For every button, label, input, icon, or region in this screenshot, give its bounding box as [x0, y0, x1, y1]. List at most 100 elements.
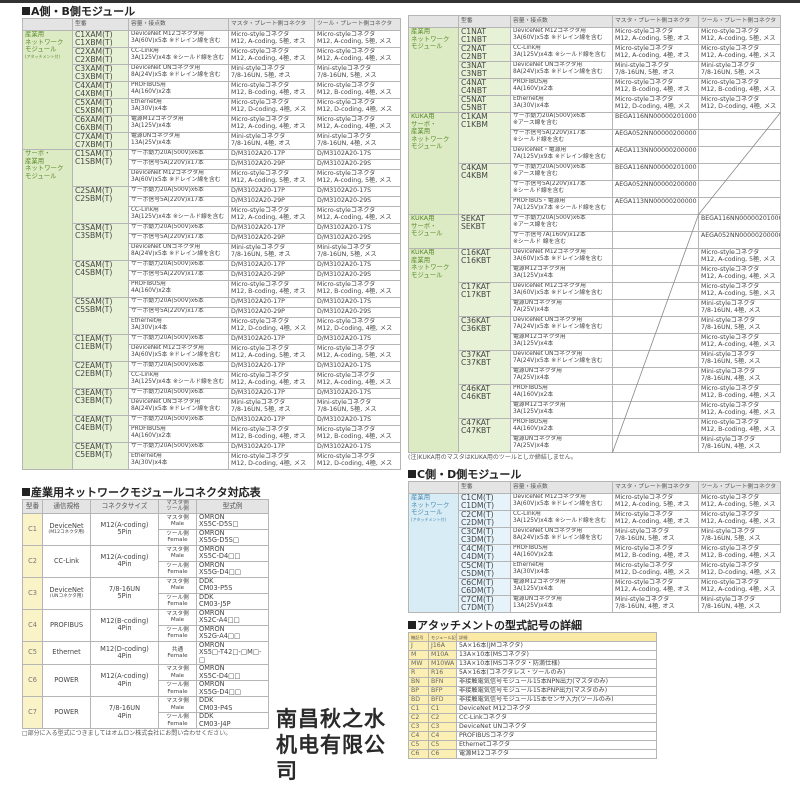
capacity-cell: PROFIBUS用 4A(160V)x2本: [128, 81, 229, 99]
table-header-row: 型番 容量・接点数 マスタ・プレート側コネクタ ツール・プレート側コネクタ: [408, 15, 781, 28]
master-connector-cell: [612, 299, 699, 317]
tool-connector-cell: Mini-styleコネクタ 7/8-16UN, 5極, メス: [314, 64, 401, 82]
tool-connector-cell: Micro-styleコネクタ M12, B-coding, 4極, メス: [314, 280, 401, 298]
tool-connector-cell: Mini-styleコネクタ 7/8-16UN, 4極, メス: [314, 132, 401, 150]
table-row: C3NAT C3NBT DeviceNet UNコネクタ用 8A(24V)x5本 …: [409, 61, 781, 79]
standard-cell: POWER: [42, 696, 91, 730]
connector-table: 型番 通信規格 コネクタサイズ マスタ側 ツール側 型式例 C1 DeviceNe…: [22, 499, 269, 730]
type-cell: C4: [22, 608, 43, 642]
standard-note: (M12コネクタ用): [48, 530, 85, 536]
capacity-cell: 電源UNコネクタ用 13A(25V)x4本: [128, 132, 229, 150]
capacity-cell: サーボ信号5A(220V)x17本 ※シールド線を含む: [510, 180, 613, 198]
tool-connector-cell: Mini-styleコネクタ 7/8-16UN, 5極, メス: [314, 243, 401, 261]
side-cell: ツール側 Female: [158, 592, 197, 610]
tool-connector-cell: D/M3102A20-17S: [314, 334, 401, 345]
code-cell: C4: [408, 731, 429, 741]
tool-connector-cell: Mini-styleコネクタ 7/8-16UN, 4極, メス: [698, 299, 781, 317]
module-code-cell: C3: [428, 722, 457, 732]
tool-connector-cell: Mini-styleコネクタ 7/8-16UN, 4極, メス: [698, 595, 781, 613]
capacity-cell: Ethernet用 3A(30V)x4本: [128, 98, 229, 116]
model-cell: C5SAM(T) C5SBM(T): [72, 297, 129, 335]
model-cell: C16KAT C16KBT: [458, 248, 511, 283]
side-cell: マスタ側 Male: [158, 696, 197, 714]
capacity-cell: PROFIBUS・電源用 7A(125V)x7本 ※シールド線を含む: [510, 197, 613, 215]
module-code-cell: BFN: [428, 677, 457, 687]
model-cell: C5XAM(T) C5XBM(T): [72, 98, 129, 116]
tool-connector-cell: D/M3102A20-17S: [314, 260, 401, 271]
capacity-cell: 電源M12コネクタ用 3A(125V)x4本: [510, 265, 613, 283]
master-connector-cell: Micro-styleコネクタ M12, D-coding, 4極, メス: [228, 317, 315, 335]
model-cell: C7XAM(T) C7XBM(T): [72, 132, 129, 150]
master-connector-cell: Micro-styleコネクタ M12, A-coding, 4極, オス: [228, 371, 315, 389]
header-category: [408, 481, 459, 494]
tool-connector-cell: Micro-styleコネクタ M12, D-coding, 4極, メス: [314, 317, 401, 335]
capacity-cell: 電源M12コネクタ用 3A(125V)x4本: [510, 578, 613, 596]
capacity-cell: PROFIBUS用 4A(160V)x2本: [510, 78, 613, 96]
model-cell: C4CM(T) C4DM(T): [458, 544, 511, 562]
table-row: C6 POWER M12(A-coding) 4Pin マスタ側 Male OMRON …: [22, 664, 269, 698]
model-cell: C2NAT C2NBT: [458, 44, 511, 62]
table-row: C4XAM(T) C4XBM(T) PROFIBUS用 4A(160V)x2本 Mi…: [23, 81, 401, 99]
example-cell: OMRON XS5G-D4□□: [196, 560, 269, 578]
table-row: C4 PROFIBUS M12(B-coding) 4Pin マスタ側 Male OMR…: [22, 608, 269, 642]
capacity-cell: サーボ信号5A(220V)x17本: [128, 270, 229, 281]
tool-connector-cell: Micro-styleコネクタ M12, A-coding, 4極, メス: [314, 115, 401, 133]
type-cell: C1: [22, 512, 43, 546]
model-cell: C3SAM(T) C3SBM(T): [72, 223, 129, 261]
ab-section-title: A側・B側モジュール: [22, 5, 400, 18]
capacity-cell: サーボ動力20A(500V)x6本: [128, 415, 229, 426]
category-label: 産業用 ネットワーク モジュール: [411, 493, 450, 516]
tool-connector-cell: Micro-styleコネクタ M12, B-coding, 4極, メス: [314, 425, 401, 443]
master-connector-cell: D/M3102A20-17P: [228, 388, 315, 399]
tool-connector-cell: Micro-styleコネクタ M12, B-coding, 4極, メス: [698, 544, 781, 562]
capacity-cell: Ethernet用 3A(30V)x4本: [510, 561, 613, 579]
connector-size-cell: 7/8-16UN 4Pin: [90, 696, 159, 730]
capacity-cell: サーボ動力20A(500V)x6本 ※アース線を含む: [510, 112, 613, 130]
model-cell: C37KAT C37KBT: [458, 350, 511, 385]
table-row: 産業用 ネットワーク モジュール (アタッチメント付) C1CM(T) C1DM(T…: [408, 493, 781, 613]
table-row: C5NAT C5NBT Ethernet用 3A(30V)x4本 Micro-sty…: [409, 95, 781, 113]
side-cell: マスタ側 Male: [158, 608, 197, 626]
table-row: C7XAM(T) C7XBM(T) 電源UNコネクタ用 13A(25V)x4本 Mi…: [23, 132, 401, 150]
table-row: C37KAT C37KBT DeviceNet UNコネクタ用 7A(24V)x5…: [409, 350, 781, 385]
capacity-cell: サーボ動力20A(500V)x6本 ※アース線を含む: [510, 214, 613, 232]
code-cell: BP: [408, 686, 429, 696]
top-rule: [0, 0, 800, 3]
code-cell: C5: [408, 740, 429, 750]
standard-label: Ethernet: [52, 648, 81, 657]
tool-connector-cell: [698, 146, 781, 164]
capacity-cell: 電源UNコネクタ用 7A(25V)x4本: [510, 367, 613, 385]
capacity-cell: サーボ動力20A(500V)x6本: [128, 334, 229, 345]
model-cell: C3CM(T) C3DM(T): [458, 527, 511, 545]
master-connector-cell: Micro-styleコネクタ M12, D-coding, 4極, メス: [228, 452, 315, 470]
master-connector-cell: D/M3102A20-29P: [228, 159, 315, 170]
header-capacity: 容量・接点数: [510, 481, 613, 494]
tool-connector-cell: Micro-styleコネクタ M12, A-coding, 4極, メス: [314, 371, 401, 389]
table-row: C1EAM(T) C1EBM(T) サーボ動力20A(500V)x6本 D/M310…: [23, 334, 401, 362]
master-connector-cell: AEGA113NN00000200000: [612, 197, 699, 215]
capacity-cell: DeviceNet UNコネクタ用 8A(24V)x5本 ※ドレイン線を含む: [128, 64, 229, 82]
category-label: KUKA用 サーボ・ モジュール: [411, 214, 443, 237]
table-row: Ethernet用 3A(30V)x4本 Micro-styleコネクタ M12,…: [23, 452, 401, 470]
example-cell: OMRON XS2C-A4□□: [196, 608, 269, 626]
tool-connector-cell: [698, 163, 781, 181]
standard-cell: POWER: [42, 664, 91, 698]
category-sub: (アタッチメント付): [25, 53, 61, 59]
model-cell: C17KAT C17KBT: [458, 282, 511, 317]
tool-connector-cell: D/M3102A20-17S: [314, 442, 401, 453]
capacity-cell: 電源UNコネクタ用 7A(25V)x4本: [510, 299, 613, 317]
table-header-row: 型番 容量・接点数 マスタ・プレート側コネクタ ツール・プレート側コネクタ: [22, 18, 401, 31]
tool-connector-cell: Mini-styleコネクタ 7/8-16UN, 5極, メス: [698, 527, 781, 545]
table-row: J J16A 5A×16本(JMコネクタ): [408, 641, 657, 651]
table-row: MW M10WA 13A×10本(MSコネクタ・防滴仕様): [408, 659, 657, 669]
master-connector-cell: BEGA116NN00000201000: [612, 163, 699, 181]
table-row: C6 C6 電源M12コネクタ: [408, 749, 657, 759]
module-code-cell: M10WA: [428, 659, 457, 669]
table-row: BD BFD 非接触電気信号モジュール15本センサ入力(ツールのみ): [408, 695, 657, 705]
master-connector-cell: D/M3102A20-29P: [228, 196, 315, 207]
attachment-table-title: アタッチメントの型式記号の詳細: [408, 619, 780, 632]
module-code-cell: C5: [428, 740, 457, 750]
model-cell: C4XAM(T) C4XBM(T): [72, 81, 129, 99]
capacity-cell: DeviceNet M12コネクタ用 3A(60V)x5本 ※ドレイン線を含む: [128, 30, 229, 48]
table-row: C2EAM(T) C2EBM(T) サーボ動力20A(500V)x6本 D/M310…: [23, 361, 401, 389]
